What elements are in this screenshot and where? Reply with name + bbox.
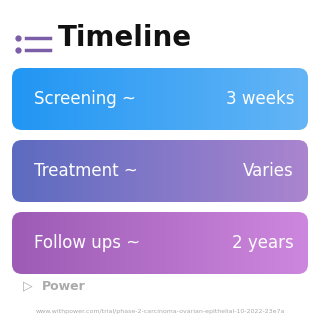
Text: Timeline: Timeline bbox=[58, 24, 192, 52]
Text: Treatment ~: Treatment ~ bbox=[34, 162, 138, 180]
Text: Screening ~: Screening ~ bbox=[34, 90, 136, 108]
Text: ▷: ▷ bbox=[23, 280, 33, 292]
Text: 3 weeks: 3 weeks bbox=[226, 90, 294, 108]
Text: Follow ups ~: Follow ups ~ bbox=[34, 234, 140, 252]
Text: Varies: Varies bbox=[243, 162, 294, 180]
Text: Power: Power bbox=[42, 280, 86, 292]
Text: www.withpower.com/trial/phase-2-carcinoma-ovarian-epithelial-10-2022-23e7a: www.withpower.com/trial/phase-2-carcinom… bbox=[35, 309, 285, 315]
Text: 2 years: 2 years bbox=[232, 234, 294, 252]
